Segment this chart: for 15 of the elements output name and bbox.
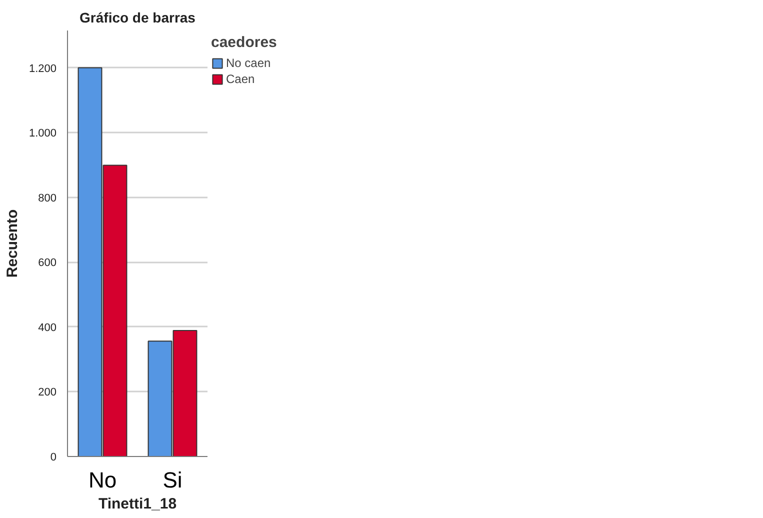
x-tick-label: No <box>88 468 117 492</box>
y-axis-title: Recuento <box>4 209 21 278</box>
y-tick-label: 0 <box>50 452 57 464</box>
x-tick-label: Si <box>162 468 182 492</box>
y-tick-label: 400 <box>38 322 57 334</box>
legend-title: caedores <box>211 34 277 51</box>
y-tick-label: 1.200 <box>28 62 57 75</box>
y-tick-label: 1.000 <box>28 128 57 140</box>
legend-label: Caen <box>226 72 255 86</box>
x-axis-title: Tinetti1_18 <box>98 496 177 512</box>
y-tick-label: 600 <box>38 257 57 270</box>
chart-title: Gráfico de barras <box>80 10 196 26</box>
y-tick-label: 200 <box>38 386 57 399</box>
legend-label: No caen <box>226 56 271 70</box>
y-tick-label: 800 <box>38 192 57 204</box>
